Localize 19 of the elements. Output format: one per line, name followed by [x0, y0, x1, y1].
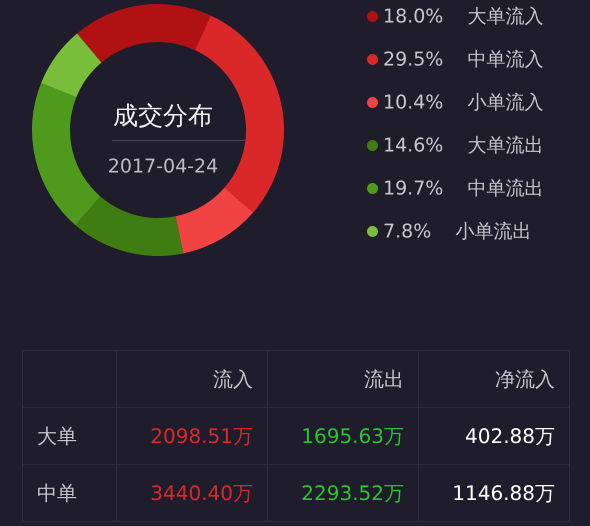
text: 1146.88万 — [452, 480, 555, 504]
text: 1695.63万 — [301, 424, 404, 448]
category-label: 中单 — [37, 480, 77, 504]
category-label: 大单 — [37, 424, 77, 448]
text: 成交分布 — [113, 101, 213, 130]
legend-label: 19.7% 中单流出 — [383, 178, 544, 200]
category-label: 净流入 — [418, 350, 570, 408]
legend-label: 10.4% 小单流入 — [383, 92, 544, 114]
text: 2017-04-24 — [108, 156, 218, 178]
text: 2098.51万 — [150, 424, 253, 448]
category-label: 流出 — [268, 350, 418, 408]
text: 3440.40万 — [150, 480, 253, 504]
legend-label: 7.8% 小单流出 — [383, 220, 532, 242]
legend-label: 18.0% 大单流入 — [383, 6, 544, 28]
category-label: 流入 — [116, 350, 268, 408]
legend-label: 29.5% 中单流入 — [383, 48, 544, 70]
legend-label: 14.6% 大单流出 — [383, 134, 544, 156]
text: 402.88万 — [465, 424, 555, 448]
text: 2293.52万 — [301, 480, 404, 504]
